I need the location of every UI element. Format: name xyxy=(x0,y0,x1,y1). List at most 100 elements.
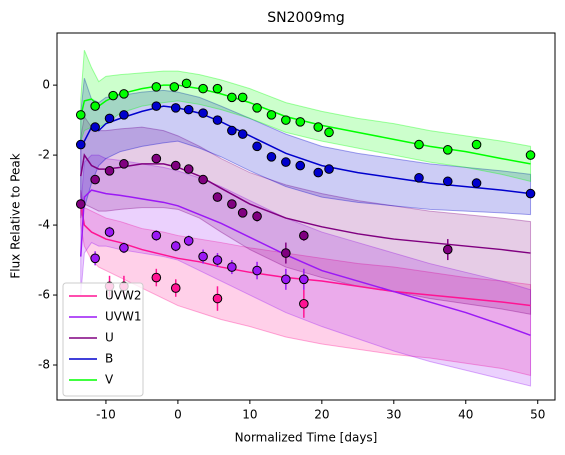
x-axis-label: Normalized Time [days] xyxy=(235,431,378,445)
data-point xyxy=(90,101,100,111)
data-point xyxy=(169,82,180,92)
data-point xyxy=(183,104,194,115)
data-point xyxy=(237,208,248,218)
data-point xyxy=(119,89,129,99)
data-point xyxy=(313,122,324,132)
data-point xyxy=(525,188,536,199)
data-point xyxy=(471,139,482,150)
legend-label: U xyxy=(105,331,114,345)
data-point xyxy=(212,83,223,94)
legend-label: V xyxy=(105,373,114,387)
x-tick-label: 50 xyxy=(530,408,545,422)
data-point xyxy=(299,230,309,241)
data-point xyxy=(170,160,181,171)
model-line xyxy=(80,153,531,254)
data-point xyxy=(281,157,291,167)
data-point xyxy=(227,262,237,272)
legend-label: UVW2 xyxy=(105,289,142,303)
data-point xyxy=(183,164,194,174)
data-point xyxy=(104,227,115,237)
y-tick-label: -4 xyxy=(38,218,50,232)
legend-box xyxy=(62,282,144,397)
data-point xyxy=(183,236,194,246)
x-tick-label: -10 xyxy=(96,408,116,422)
data-point xyxy=(170,241,181,251)
data-point xyxy=(281,274,291,285)
data-point xyxy=(227,199,237,209)
data-point xyxy=(212,115,223,125)
x-tick-label: 0 xyxy=(174,408,182,422)
data-point xyxy=(108,90,118,101)
data-point xyxy=(252,103,262,113)
data-point xyxy=(104,166,115,176)
data-point xyxy=(119,110,129,120)
data-point xyxy=(299,298,309,309)
data-point xyxy=(119,243,129,253)
data-point xyxy=(104,113,115,124)
data-point xyxy=(227,92,237,103)
data-point xyxy=(471,178,482,188)
chart-title: SN2009mg xyxy=(267,10,345,26)
data-point xyxy=(313,167,324,178)
data-point xyxy=(181,78,192,89)
confidence-band xyxy=(80,115,532,315)
data-point xyxy=(252,265,262,276)
data-point xyxy=(212,293,223,304)
model-line xyxy=(80,203,531,307)
data-point xyxy=(151,101,162,111)
y-tick-label: -8 xyxy=(38,358,50,372)
data-point xyxy=(252,141,262,152)
y-tick-label: 0 xyxy=(42,78,50,92)
data-point xyxy=(442,145,453,155)
data-point xyxy=(198,83,208,94)
data-point xyxy=(198,108,208,118)
plot-frame xyxy=(56,32,556,401)
data-point xyxy=(75,139,86,150)
plot-area xyxy=(75,49,536,387)
data-point xyxy=(75,199,86,209)
data-point xyxy=(151,230,162,241)
data-point xyxy=(227,125,237,136)
data-point xyxy=(414,139,424,150)
data-point xyxy=(151,153,162,164)
data-point xyxy=(198,174,208,185)
data-point xyxy=(414,173,424,183)
data-point xyxy=(442,176,453,187)
data-point xyxy=(119,159,129,169)
data-point xyxy=(442,244,453,255)
data-point xyxy=(281,115,291,125)
x-tick-label: 10 xyxy=(242,408,257,422)
data-point xyxy=(281,248,291,258)
data-point xyxy=(266,110,277,120)
x-tick-label: 40 xyxy=(458,408,473,422)
data-point xyxy=(212,255,223,265)
data-point xyxy=(90,122,100,132)
data-point xyxy=(212,192,223,202)
y-axis-label: Flux Relative to Peak xyxy=(9,153,23,278)
model-line xyxy=(80,105,531,195)
data-point xyxy=(237,92,248,103)
data-point xyxy=(295,117,306,127)
model-line xyxy=(79,189,531,336)
data-point xyxy=(75,110,86,120)
data-point xyxy=(90,253,100,264)
data-point xyxy=(299,274,309,285)
data-point xyxy=(266,152,277,162)
data-point xyxy=(295,160,306,171)
data-point xyxy=(525,150,536,160)
x-tick-label: 30 xyxy=(386,408,401,422)
data-point xyxy=(151,82,162,92)
data-point xyxy=(170,283,181,293)
data-point xyxy=(324,164,334,174)
model-line xyxy=(80,84,531,165)
data-point xyxy=(90,174,100,185)
x-tick-label: 20 xyxy=(314,408,329,422)
data-point xyxy=(237,129,248,139)
y-tick-label: -2 xyxy=(38,148,50,162)
data-point xyxy=(151,272,162,283)
legend-label: UVW1 xyxy=(105,310,142,324)
data-point xyxy=(198,251,208,262)
data-point xyxy=(252,211,262,222)
data-point xyxy=(170,103,181,113)
